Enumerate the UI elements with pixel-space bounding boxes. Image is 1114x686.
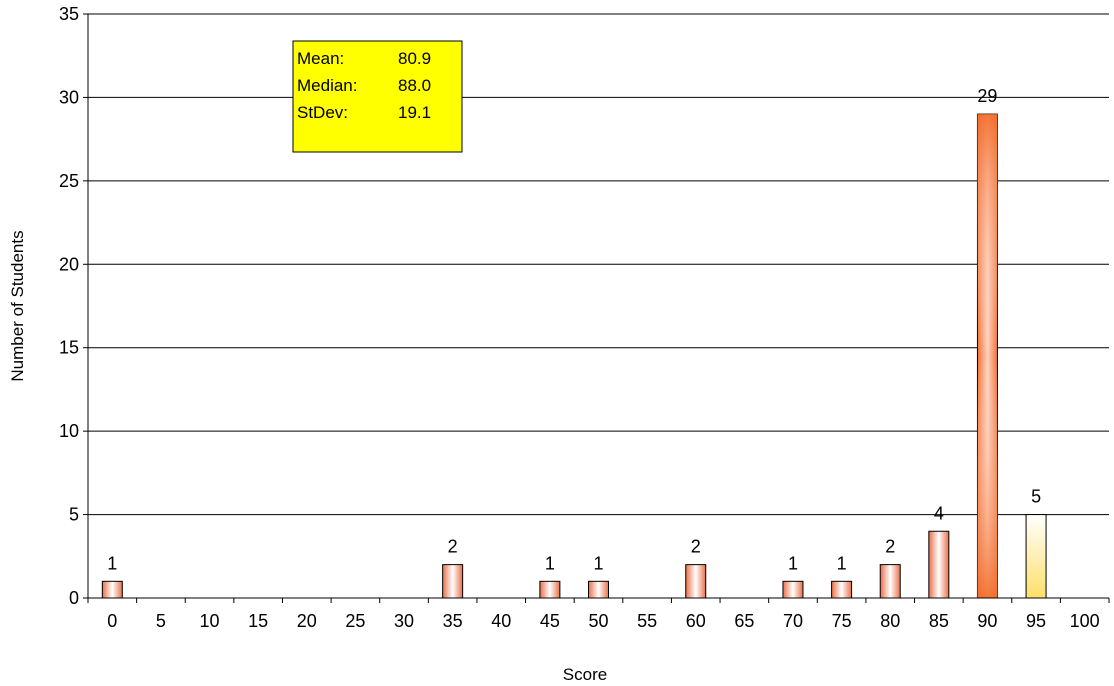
bars [101,113,1047,599]
data-label-0: 1 [107,553,117,573]
x-tick-label-75: 75 [832,611,852,631]
bar-45 [539,580,561,599]
x-axis-title: Score [563,665,607,684]
data-label-35: 2 [448,537,458,557]
data-label-75: 1 [837,553,847,573]
data-label-95: 5 [1031,487,1041,507]
x-tick-label-50: 50 [588,611,608,631]
x-tick-label-45: 45 [540,611,560,631]
bar-75 [831,580,853,599]
stats-mean-value: 80.9 [398,49,431,68]
bar-50 [588,580,609,599]
data-label-60: 2 [691,537,701,557]
x-tick-label-10: 10 [200,611,220,631]
x-tick-label-30: 30 [394,611,414,631]
x-tick-label-60: 60 [686,611,706,631]
x-tick-labels: 0 5 10 15 20 25 30 35 40 45 50 55 60 65 70 75 80 85 90 95 10… [107,611,1099,631]
data-label-50: 1 [593,553,603,573]
x-tick-label-70: 70 [783,611,803,631]
data-label-85: 4 [934,503,944,523]
data-label-70: 1 [788,553,798,573]
y-tick-label-35: 35 [59,4,79,24]
x-tick-label-95: 95 [1026,611,1046,631]
bar-80 [879,564,901,599]
x-tick-label-40: 40 [491,611,511,631]
bar-95 [1025,514,1047,599]
x-tick-label-35: 35 [443,611,463,631]
axes [83,13,1110,603]
x-tick-label-0: 0 [107,611,117,631]
stats-stdev-label: StDev: [297,103,348,122]
x-tick-label-65: 65 [734,611,754,631]
y-tick-label-10: 10 [59,421,79,441]
data-label-45: 1 [545,553,555,573]
x-tick-label-5: 5 [156,611,166,631]
x-tick-label-20: 20 [297,611,317,631]
data-label-80: 2 [885,537,895,557]
gridlines [88,13,1109,516]
y-axis-title: Number of Students [8,230,27,381]
x-tick-label-25: 25 [345,611,365,631]
x-tick-label-80: 80 [880,611,900,631]
x-tick-label-85: 85 [929,611,949,631]
stats-stdev-value: 19.1 [398,103,431,122]
stats-box-background [292,40,463,153]
y-tick-label-25: 25 [59,171,79,191]
y-tick-label-0: 0 [69,588,79,608]
data-label-90: 29 [977,86,997,106]
x-tick-label-90: 90 [977,611,997,631]
x-tick-label-15: 15 [248,611,268,631]
x-tick-label-55: 55 [637,611,657,631]
y-tick-label-5: 5 [69,505,79,525]
y-tick-label-20: 20 [59,254,79,274]
bar-35 [442,564,464,599]
x-tick-label-100: 100 [1070,611,1100,631]
bar-shading-90 [977,114,998,598]
stats-box: Mean: 80.9 Median: 88.0 StDev: 19.1 [292,40,463,153]
y-tick-labels: 0 5 10 15 20 25 30 35 [59,4,79,608]
y-tick-label-30: 30 [59,87,79,107]
bar-0 [101,580,123,599]
bar-70 [782,580,804,599]
stats-mean-label: Mean: [297,49,344,68]
y-tick-label-15: 15 [59,338,79,358]
stats-median-value: 88.0 [398,76,431,95]
stats-median-label: Median: [297,76,357,95]
bar-60 [685,564,707,599]
data-labels: 1 2 1 1 2 1 1 2 4 29 5 [107,86,1041,573]
bar-85 [928,530,950,599]
